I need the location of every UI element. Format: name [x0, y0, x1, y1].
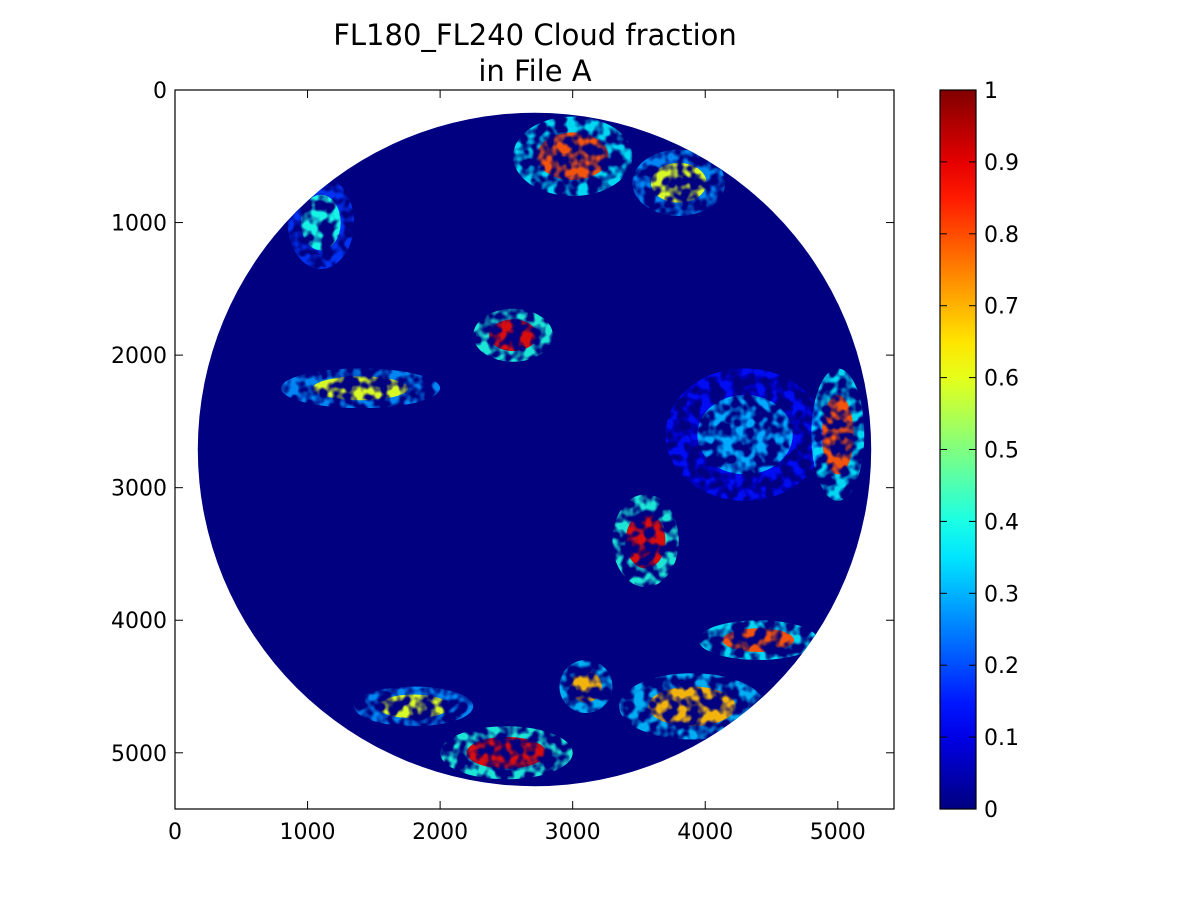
x-tick-label: 2000: [412, 820, 468, 845]
y-tick-label: 4000: [111, 609, 167, 634]
chart-title: FL180_FL240 Cloud fraction: [333, 18, 737, 52]
x-axis: 0 1000 2000 3000 4000 5000: [168, 90, 866, 845]
cloud-region: [612, 494, 679, 588]
cloud-layer: [281, 116, 865, 780]
colorbar-tick-label: 0.8: [984, 223, 1019, 248]
colorbar-tick-label: 1: [984, 79, 998, 104]
colorbar-tick-label: 0.7: [984, 295, 1019, 320]
y-tick-label: 0: [153, 79, 167, 104]
x-tick-label: 1000: [280, 820, 336, 845]
axes-frame: [174, 89, 895, 810]
cloud-region: [632, 149, 726, 216]
earth-disk: [197, 112, 872, 787]
x-tick-label: 4000: [677, 820, 733, 845]
x-tick-label: 5000: [810, 820, 866, 845]
colorbar-ticks: 0 0.1 0.2 0.3 0.4 0.5 0.6 0.7 0.8 0.9 1: [940, 79, 1019, 823]
y-tick-label: 3000: [111, 477, 167, 502]
colorbar-tick-label: 0.2: [984, 654, 1019, 679]
colorbar: 0 0.1 0.2 0.3 0.4 0.5 0.6 0.7 0.8 0.9 1: [939, 79, 1019, 823]
colorbar-tick-label: 0.4: [984, 510, 1019, 535]
cloud-region: [698, 620, 818, 661]
y-tick-label: 2000: [111, 344, 167, 369]
cloud-region: [440, 726, 573, 780]
x-tick-label: 3000: [545, 820, 601, 845]
cloud-region: [473, 308, 553, 362]
cloud-region: [513, 116, 633, 197]
cloud-region: [619, 673, 765, 740]
y-axis: 0 1000 2000 3000 4000 5000: [111, 79, 894, 767]
x-tick-label: 0: [168, 820, 182, 845]
y-tick-label: 5000: [111, 742, 167, 767]
y-tick-label: 1000: [111, 212, 167, 237]
colorbar-tick-label: 0.5: [984, 439, 1019, 464]
colorbar-tick-label: 0.1: [984, 726, 1019, 751]
cloud-region: [559, 660, 613, 714]
cloud-region: [353, 686, 474, 727]
chart-subtitle: in File A: [478, 54, 592, 88]
cloud-region: [665, 368, 825, 501]
cloud-region: [811, 368, 865, 501]
cloud-region: [287, 176, 354, 269]
colorbar-tick-label: 0.9: [984, 151, 1019, 176]
colorbar-tick-label: 0.3: [984, 582, 1019, 607]
cloud-fraction-image: [197, 112, 872, 787]
colorbar-tick-label: 0: [984, 798, 998, 823]
plot-axes: 0 1000 2000 3000 4000 5000 0 1000 2000 3000 4000 5…: [111, 79, 895, 845]
cloud-region: [281, 368, 441, 409]
colorbar-tick-label: 0.6: [984, 367, 1019, 392]
